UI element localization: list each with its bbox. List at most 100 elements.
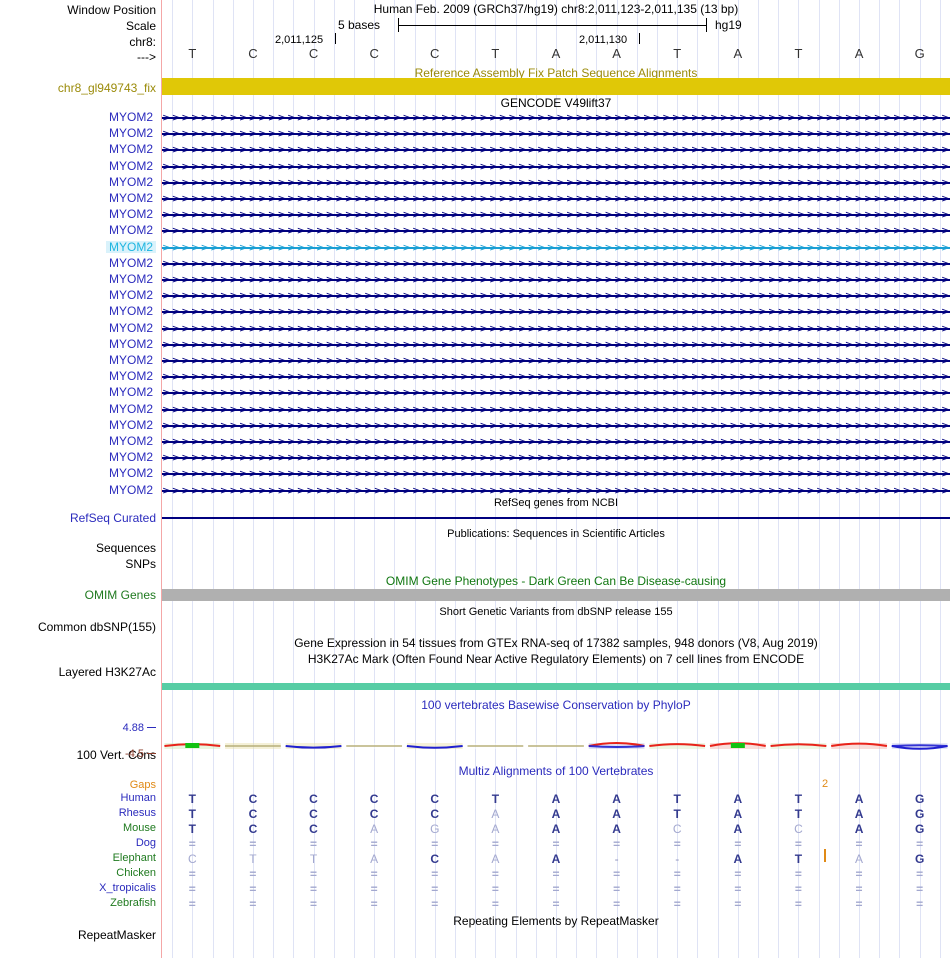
gene-label[interactable]: MYOM2: [108, 110, 153, 124]
gene-row[interactable]: >>>>>>>>>>>>>>>>>>>>>>>>>>>>>>>>>>>>>>>>…: [162, 242, 950, 254]
gene-direction-arrows: >>>>>>>>>>>>>>>>>>>>>>>>>>>>>>>>>>>>>>>>…: [162, 468, 950, 480]
refseq-feature-line[interactable]: [162, 517, 950, 519]
sidebar-item-fix-patch[interactable]: chr8_gl949743_fix: [57, 81, 156, 95]
gene-label[interactable]: MYOM2: [108, 126, 153, 140]
gene-row[interactable]: >>>>>>>>>>>>>>>>>>>>>>>>>>>>>>>>>>>>>>>>…: [162, 274, 950, 286]
gene-label[interactable]: MYOM2: [108, 272, 153, 286]
gene-label[interactable]: MYOM2: [108, 466, 153, 480]
gene-label[interactable]: MYOM2: [108, 223, 153, 237]
ruler-label-1: 2,011,130: [579, 34, 628, 46]
gene-row[interactable]: >>>>>>>>>>>>>>>>>>>>>>>>>>>>>>>>>>>>>>>>…: [162, 161, 950, 173]
gene-label[interactable]: MYOM2: [108, 369, 153, 383]
species-label-rhesus[interactable]: Rhesus: [118, 807, 156, 819]
gene-row[interactable]: >>>>>>>>>>>>>>>>>>>>>>>>>>>>>>>>>>>>>>>>…: [162, 128, 950, 140]
multiz-cell: C: [248, 822, 258, 836]
gene-row[interactable]: >>>>>>>>>>>>>>>>>>>>>>>>>>>>>>>>>>>>>>>>…: [162, 387, 950, 399]
multiz-cell: T: [673, 807, 681, 821]
multiz-cell: C: [309, 807, 318, 821]
gene-row[interactable]: >>>>>>>>>>>>>>>>>>>>>>>>>>>>>>>>>>>>>>>>…: [162, 193, 950, 205]
h3k27ac-feature-bar[interactable]: [162, 683, 950, 690]
gene-row[interactable]: >>>>>>>>>>>>>>>>>>>>>>>>>>>>>>>>>>>>>>>>…: [162, 404, 950, 416]
omim-feature-bar[interactable]: [162, 589, 950, 601]
sidebar-item-layered-h3k27ac[interactable]: Layered H3K27Ac: [58, 665, 156, 679]
gene-row[interactable]: >>>>>>>>>>>>>>>>>>>>>>>>>>>>>>>>>>>>>>>>…: [162, 323, 950, 335]
gene-label[interactable]: MYOM2: [108, 450, 153, 464]
gridline: [495, 0, 496, 958]
gene-label[interactable]: MYOM2: [108, 385, 153, 399]
gene-label[interactable]: MYOM2: [108, 418, 153, 432]
gene-body-line: [162, 133, 950, 135]
gene-row[interactable]: >>>>>>>>>>>>>>>>>>>>>>>>>>>>>>>>>>>>>>>>…: [162, 452, 950, 464]
gene-label[interactable]: MYOM2: [108, 207, 153, 221]
species-label-chicken[interactable]: Chicken: [116, 867, 156, 879]
fix-patch-bar[interactable]: [162, 78, 950, 95]
multiz-row[interactable]: = = = = = = = = = = = = =: [162, 882, 950, 896]
species-label-human[interactable]: Human: [120, 792, 156, 804]
gene-label[interactable]: MYOM2: [108, 191, 153, 205]
multiz-cell: C: [248, 807, 258, 821]
strand-arrow-label[interactable]: --->: [137, 50, 156, 64]
base-letter: T: [491, 46, 500, 61]
gridline: [677, 0, 678, 958]
gene-row[interactable]: >>>>>>>>>>>>>>>>>>>>>>>>>>>>>>>>>>>>>>>>…: [162, 339, 950, 351]
gene-label[interactable]: MYOM2: [108, 304, 153, 318]
gene-label[interactable]: MYOM2: [108, 256, 153, 270]
multiz-cell: G: [915, 792, 925, 806]
multiz-cell: =: [673, 867, 681, 881]
species-label-mouse[interactable]: Mouse: [122, 822, 156, 834]
gene-label[interactable]: MYOM2: [105, 241, 156, 253]
multiz-row[interactable]: = = = = = = = = = = = = =: [162, 837, 950, 851]
conservation-min-tick: [147, 753, 156, 754]
gene-label[interactable]: MYOM2: [108, 159, 153, 173]
species-label-dog[interactable]: Dog: [135, 837, 156, 849]
sidebar-item-repeatmasker[interactable]: RepeatMasker: [77, 928, 156, 942]
species-label-zebrafish[interactable]: Zebrafish: [110, 897, 156, 909]
sidebar-item-publications-snps[interactable]: SNPs: [125, 557, 156, 571]
gene-row[interactable]: >>>>>>>>>>>>>>>>>>>>>>>>>>>>>>>>>>>>>>>>…: [162, 371, 950, 383]
gene-row[interactable]: >>>>>>>>>>>>>>>>>>>>>>>>>>>>>>>>>>>>>>>>…: [162, 468, 950, 480]
gene-label[interactable]: MYOM2: [108, 175, 153, 189]
gaps-label[interactable]: Gaps: [129, 779, 156, 791]
track-data-area[interactable]: Human Feb. 2009 (GRCh37/hg19) chr8:2,011…: [162, 0, 950, 958]
gene-row[interactable]: >>>>>>>>>>>>>>>>>>>>>>>>>>>>>>>>>>>>>>>>…: [162, 420, 950, 432]
conservation-plot[interactable]: [162, 712, 950, 760]
conservation-green-block: [730, 743, 745, 748]
gene-label[interactable]: MYOM2: [108, 434, 153, 448]
gene-label[interactable]: MYOM2: [108, 483, 153, 497]
gene-label[interactable]: MYOM2: [108, 402, 153, 416]
gene-label[interactable]: MYOM2: [108, 337, 153, 351]
gene-direction-arrows: >>>>>>>>>>>>>>>>>>>>>>>>>>>>>>>>>>>>>>>>…: [162, 355, 950, 367]
gene-row[interactable]: >>>>>>>>>>>>>>>>>>>>>>>>>>>>>>>>>>>>>>>>…: [162, 177, 950, 189]
sidebar-item-common-dbsnp[interactable]: Common dbSNP(155): [37, 620, 156, 634]
gene-row[interactable]: >>>>>>>>>>>>>>>>>>>>>>>>>>>>>>>>>>>>>>>>…: [162, 209, 950, 221]
gene-row[interactable]: >>>>>>>>>>>>>>>>>>>>>>>>>>>>>>>>>>>>>>>>…: [162, 436, 950, 448]
gene-row[interactable]: >>>>>>>>>>>>>>>>>>>>>>>>>>>>>>>>>>>>>>>>…: [162, 485, 950, 497]
gene-row[interactable]: >>>>>>>>>>>>>>>>>>>>>>>>>>>>>>>>>>>>>>>>…: [162, 144, 950, 156]
gene-label[interactable]: MYOM2: [108, 353, 153, 367]
base-letter: T: [794, 46, 803, 61]
sidebar-item-refseq-curated[interactable]: RefSeq Curated: [69, 511, 156, 525]
multiz-cell: =: [552, 837, 560, 851]
gene-row[interactable]: >>>>>>>>>>>>>>>>>>>>>>>>>>>>>>>>>>>>>>>>…: [162, 225, 950, 237]
gene-row[interactable]: >>>>>>>>>>>>>>>>>>>>>>>>>>>>>>>>>>>>>>>>…: [162, 306, 950, 318]
multiz-row[interactable]: = = = = = = = = = = = = =: [162, 897, 950, 911]
gene-label[interactable]: MYOM2: [108, 288, 153, 302]
sidebar-item-omim-genes[interactable]: OMIM Genes: [84, 588, 156, 602]
multiz-row[interactable]: = = = = = = = = = = = = =: [162, 867, 950, 881]
species-label-elephant[interactable]: Elephant: [112, 852, 156, 864]
sidebar-item-publications-sequences[interactable]: Sequences: [95, 541, 156, 555]
multiz-cell: =: [855, 897, 863, 911]
multiz-cell: =: [552, 867, 560, 881]
species-label-x_tropicalis[interactable]: X_tropicalis: [99, 882, 156, 894]
gene-row[interactable]: >>>>>>>>>>>>>>>>>>>>>>>>>>>>>>>>>>>>>>>>…: [162, 290, 950, 302]
sidebar-item-vert-cons[interactable]: 100 Vert. Cons: [76, 748, 156, 762]
gene-label[interactable]: MYOM2: [108, 142, 153, 156]
gene-row[interactable]: >>>>>>>>>>>>>>>>>>>>>>>>>>>>>>>>>>>>>>>>…: [162, 258, 950, 270]
gene-row[interactable]: >>>>>>>>>>>>>>>>>>>>>>>>>>>>>>>>>>>>>>>>…: [162, 112, 950, 124]
gene-label[interactable]: MYOM2: [108, 321, 153, 335]
gene-row[interactable]: >>>>>>>>>>>>>>>>>>>>>>>>>>>>>>>>>>>>>>>>…: [162, 355, 950, 367]
